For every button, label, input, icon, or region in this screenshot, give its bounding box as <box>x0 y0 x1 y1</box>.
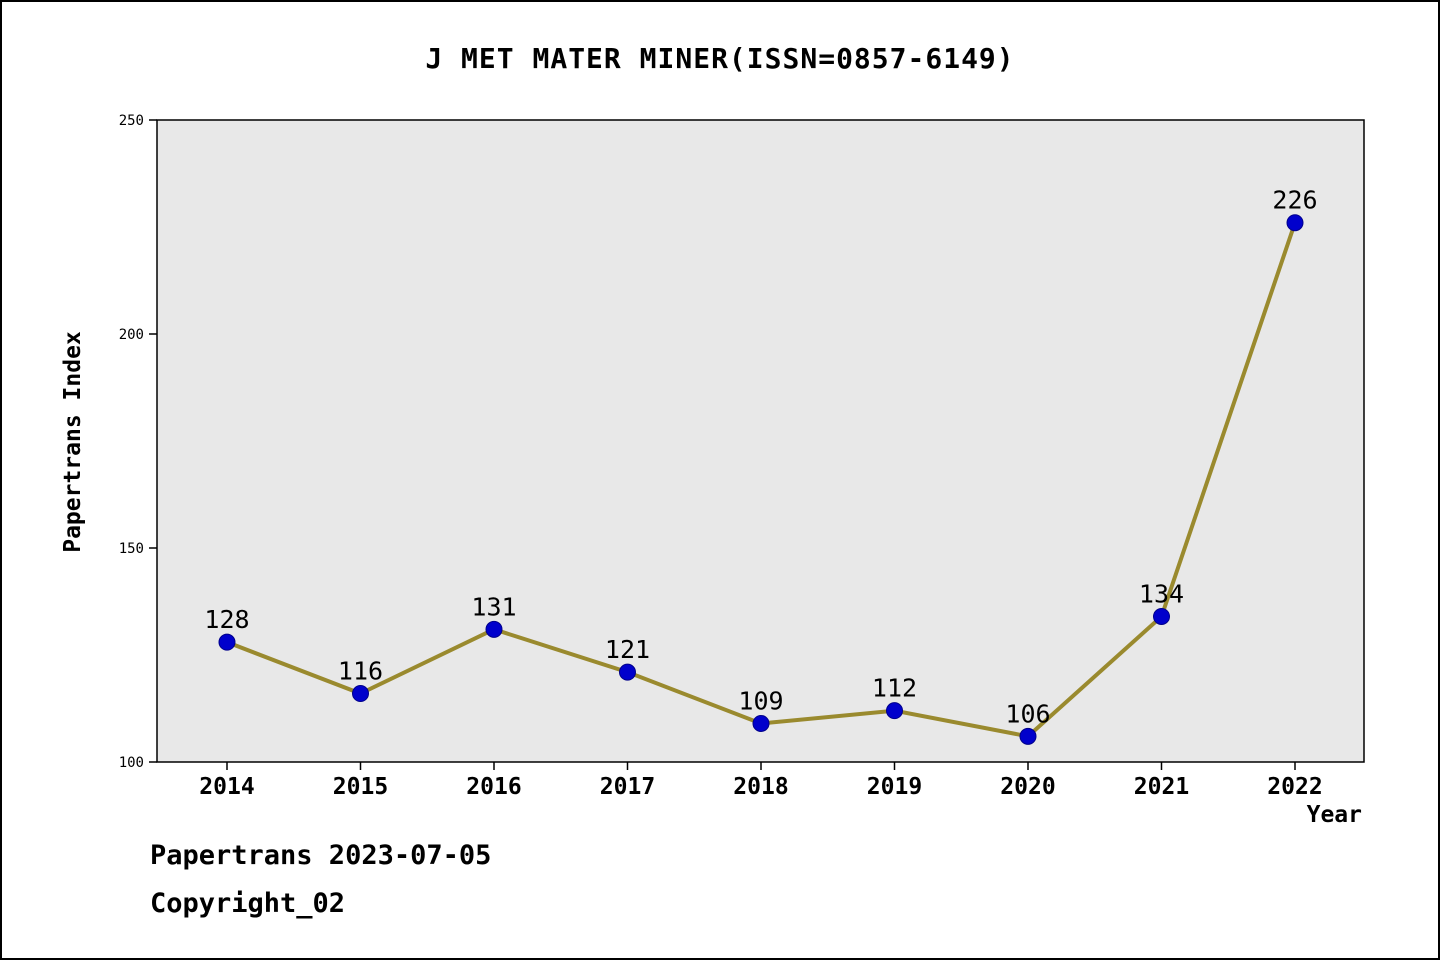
chart-title: J MET MATER MINER(ISSN=0857-6149) <box>425 42 1015 75</box>
data-point-label: 121 <box>605 635 650 664</box>
x-tick-label: 2016 <box>466 774 521 800</box>
data-point-label: 112 <box>872 674 917 703</box>
data-points <box>218 214 1304 745</box>
x-tick-label: 2015 <box>333 774 388 800</box>
x-tick-label: 2022 <box>1267 774 1322 800</box>
data-point-label: 226 <box>1272 186 1317 215</box>
y-tick-label: 100 <box>119 755 144 771</box>
data-point <box>886 702 903 720</box>
data-point-labels: 128 116 131 121 109 112 106 134 226 <box>204 186 1317 729</box>
y-axis-label: Papertrans Index <box>60 331 86 553</box>
data-point-label: 106 <box>1005 699 1050 728</box>
data-point <box>1019 727 1037 745</box>
x-tick-label: 2017 <box>600 774 655 800</box>
x-axis-label: Year <box>1307 802 1362 828</box>
data-point <box>619 663 636 681</box>
data-point-label: 109 <box>738 686 783 715</box>
data-point-label: 116 <box>338 657 383 686</box>
footer-date: Papertrans 2023-07-05 <box>150 840 492 871</box>
x-tick-label: 2014 <box>199 774 254 800</box>
data-point-label: 134 <box>1139 579 1184 608</box>
data-point <box>218 633 236 651</box>
y-tick-label: 200 <box>119 327 144 343</box>
plot-frame <box>156 119 1365 763</box>
plot-area <box>157 120 1364 762</box>
data-point <box>1153 607 1170 625</box>
x-tick-label: 2021 <box>1134 774 1189 800</box>
x-tick-label: 2018 <box>733 774 788 800</box>
y-tick-label: 150 <box>119 541 144 557</box>
data-point-label: 131 <box>471 592 516 621</box>
data-point <box>352 685 369 703</box>
data-point <box>485 620 503 638</box>
x-tick-label: 2020 <box>1000 774 1055 800</box>
data-point <box>752 714 770 732</box>
data-point-label: 128 <box>204 605 249 634</box>
y-tick-label: 250 <box>119 113 144 129</box>
footer-copyright: Copyright_02 <box>150 888 346 919</box>
axis-ticks: 100 150 200 250 2014 2015 2016 2017 2018 2019 2020… <box>119 113 1323 800</box>
data-point <box>1286 214 1304 232</box>
x-tick-label: 2019 <box>867 774 922 800</box>
